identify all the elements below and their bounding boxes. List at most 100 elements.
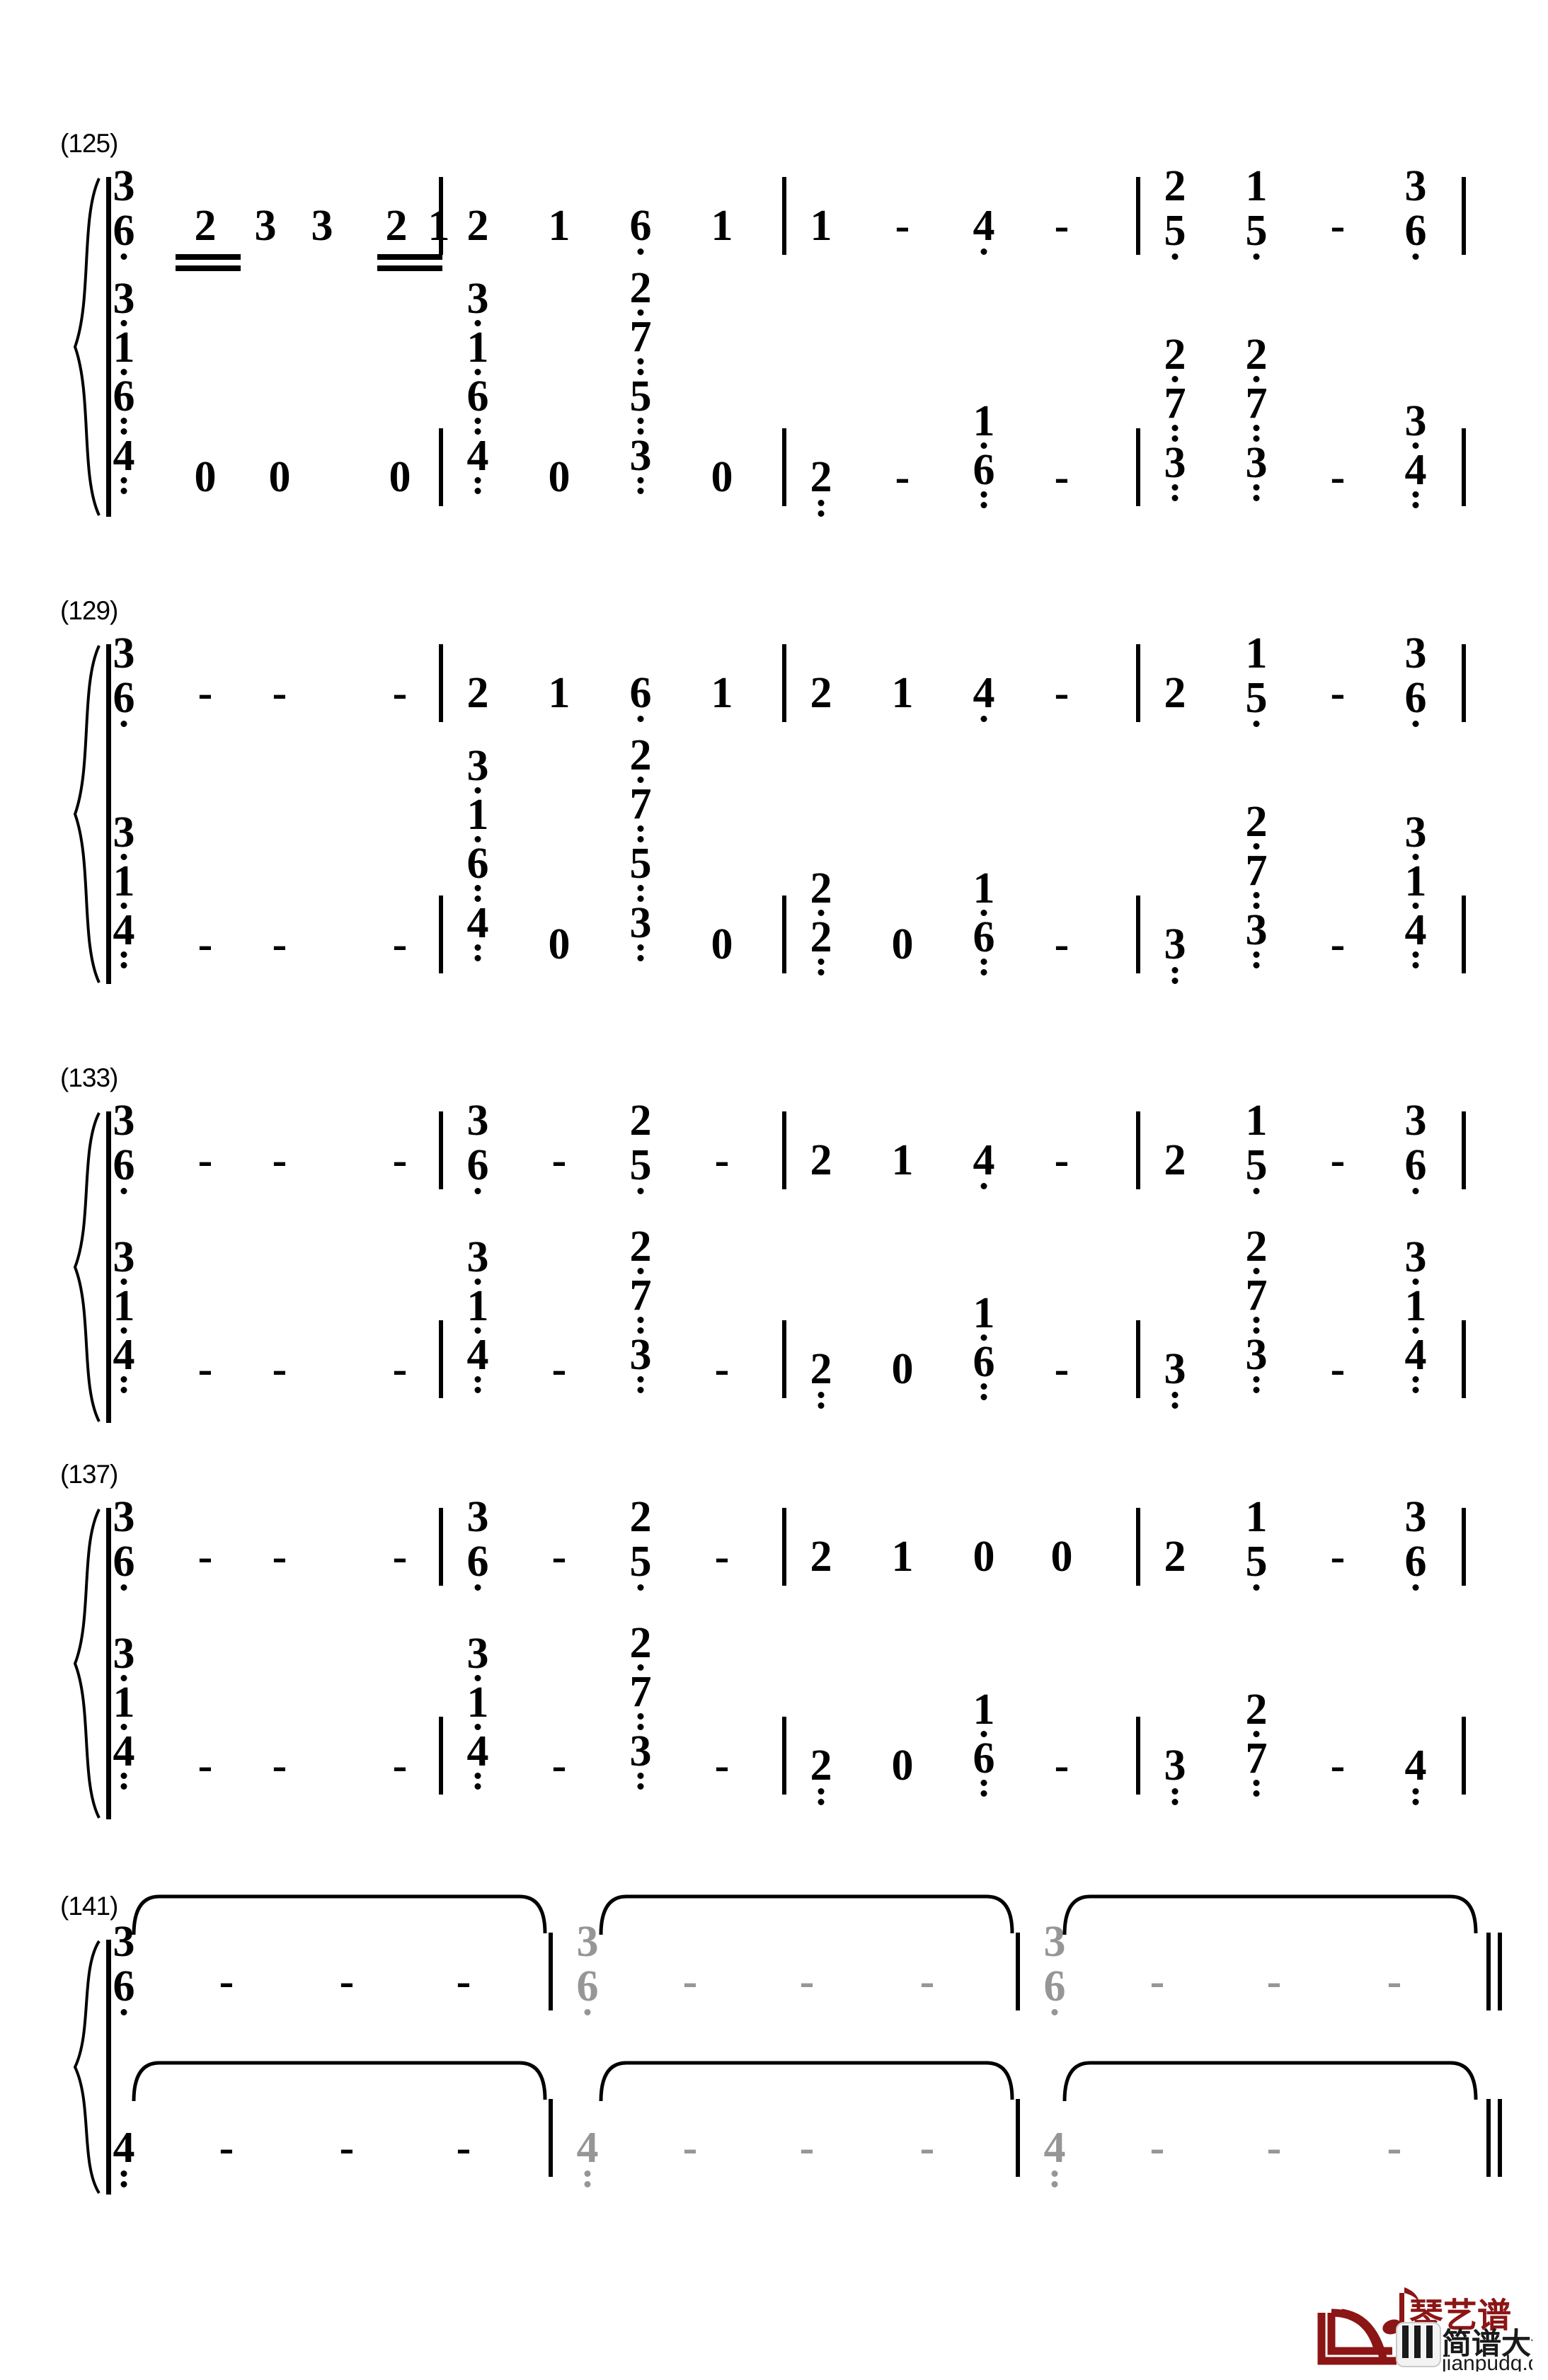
note-cell: - <box>895 455 910 499</box>
barline <box>1462 896 1466 973</box>
note-number: 3 <box>113 1097 135 1145</box>
note-number: 1 <box>973 397 995 445</box>
note-cell: 0 <box>549 455 571 499</box>
note-cell: - <box>552 1138 567 1182</box>
note-number: 2 <box>1245 331 1268 379</box>
note-number: 2 <box>1245 798 1268 846</box>
octave-dots <box>474 1773 481 1790</box>
barline <box>1016 2099 1020 2177</box>
system-left-barline <box>106 177 111 517</box>
note-cell: - <box>393 1535 408 1579</box>
barline <box>439 428 443 506</box>
octave-dots <box>120 1188 127 1195</box>
measure-number-label: (129) <box>60 596 118 625</box>
note-number: 4 <box>113 1331 135 1380</box>
octave-dots <box>637 477 644 495</box>
octave-dots <box>1253 892 1260 910</box>
barline <box>439 896 443 973</box>
note-cell: 0 <box>549 922 571 966</box>
octave-dots <box>1253 1376 1260 1394</box>
note-number: 1 <box>113 1282 135 1331</box>
octave-dots <box>980 248 987 256</box>
note-cell: 4 <box>973 1138 995 1190</box>
octave-dots <box>474 1584 481 1591</box>
sustain-dash: - <box>1054 920 1070 968</box>
sustain-dash: - <box>714 1136 730 1184</box>
sustain-dash: - <box>714 1533 730 1581</box>
note-cell: - <box>1331 455 1346 499</box>
note-number: 2 <box>629 1097 652 1145</box>
octave-dots <box>120 721 127 728</box>
note-number: 2 <box>810 1345 832 1393</box>
note-cell: - <box>714 1533 730 1581</box>
note-number: 2 <box>810 453 832 501</box>
note-number: 6 <box>973 1734 995 1783</box>
note-number: 6 <box>1404 674 1427 723</box>
sustain-dash: - <box>551 1345 567 1393</box>
note-number: 3 <box>576 1918 599 1966</box>
sustain-dash: - <box>1054 202 1070 250</box>
beam-line <box>176 254 241 260</box>
note-cell: - <box>714 1136 730 1184</box>
note-number: 6 <box>113 1538 135 1586</box>
note-number: 2 <box>194 202 217 250</box>
octave-dots <box>1253 376 1260 383</box>
sustain-dash: - <box>197 1136 213 1184</box>
barline <box>782 1717 786 1795</box>
note-cell: 0 <box>711 920 733 968</box>
octave-dots <box>474 1278 481 1286</box>
note-cell: - <box>457 2126 471 2170</box>
sustain-dash: - <box>682 2124 698 2172</box>
octave-dots <box>584 2009 591 2016</box>
note-cell: - <box>198 922 213 966</box>
octave-dots <box>1253 1268 1260 1275</box>
note-number: 5 <box>629 840 652 888</box>
barline <box>1462 177 1466 255</box>
barline <box>1136 896 1140 973</box>
octave-dots <box>120 1584 127 1591</box>
rest-zero: 0 <box>891 1345 914 1393</box>
tie-slur <box>598 1894 1014 1936</box>
sustain-dash: - <box>714 1741 730 1790</box>
octave-dots <box>1412 253 1419 261</box>
note-number: 1 <box>113 324 135 372</box>
note-number: 1 <box>466 791 489 840</box>
note-cell: - <box>273 1347 287 1391</box>
grand-staff-brace <box>71 177 103 517</box>
note-number: 4 <box>1404 1741 1427 1790</box>
note-number: 6 <box>973 446 995 495</box>
tie-slur <box>131 2060 547 2102</box>
barline <box>1136 1508 1140 1586</box>
note-cell: 2 <box>467 671 489 715</box>
note-number: 1 <box>113 1678 135 1727</box>
note-cell: 0 <box>891 1741 914 1790</box>
barline <box>1462 1508 1466 1586</box>
octave-dots <box>1412 1188 1419 1195</box>
note-number: 7 <box>1245 1734 1268 1783</box>
rest-zero: 0 <box>711 920 733 968</box>
note-cell: 2 <box>810 1744 832 1806</box>
barline <box>1136 1717 1140 1795</box>
note-number: 1 <box>113 857 135 906</box>
octave-dots <box>474 1327 481 1334</box>
note-number: 5 <box>629 1141 652 1190</box>
octave-dots <box>1253 1584 1260 1591</box>
sustain-dash: - <box>1149 1957 1165 2006</box>
barline <box>439 1111 443 1189</box>
note-cell: 0 <box>269 455 291 499</box>
note-cell: 3 <box>1164 1347 1186 1409</box>
rest-zero: 0 <box>891 920 914 968</box>
note-cell: - <box>197 1136 213 1184</box>
piano-keys-icon <box>1396 2322 1441 2367</box>
sustain-dash: - <box>219 2124 234 2172</box>
note-number: 7 <box>1245 847 1268 896</box>
barline <box>1462 1320 1466 1398</box>
octave-dots <box>474 418 481 435</box>
site-watermark: 琴艺谱 简谱大全 jianpudq.com <box>1313 2276 1548 2375</box>
rest-zero: 0 <box>891 1741 914 1790</box>
